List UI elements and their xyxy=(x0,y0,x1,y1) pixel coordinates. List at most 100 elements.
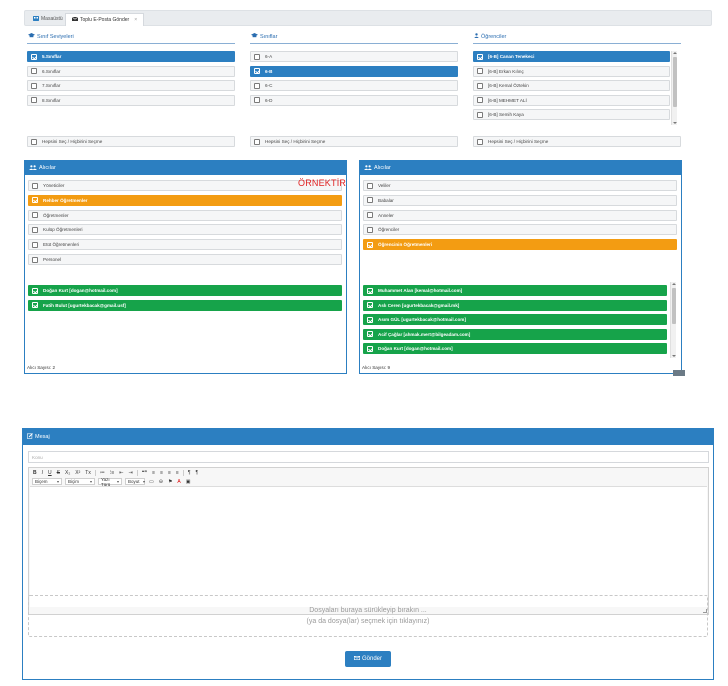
checkbox-icon[interactable] xyxy=(31,97,37,103)
resize-handle-icon[interactable] xyxy=(703,609,707,613)
toolbar-button[interactable]: ⊖ xyxy=(158,478,163,485)
checkbox-icon[interactable] xyxy=(477,97,483,103)
checkbox-checked-icon[interactable] xyxy=(367,345,373,352)
checkbox-icon[interactable] xyxy=(31,138,37,145)
toolbar-button[interactable]: ¶ xyxy=(187,470,191,476)
toolbar-button[interactable]: U xyxy=(48,470,52,476)
scroll-up-icon[interactable] xyxy=(673,52,677,54)
toolbar-button[interactable]: ⇤ xyxy=(119,470,124,476)
recipient-item[interactable]: Aslı Ceren [ugurtekbacak@gmail.mk] xyxy=(363,299,667,311)
toolbar-button[interactable]: ≔ xyxy=(99,470,105,476)
checkbox-icon[interactable] xyxy=(477,111,483,118)
checkbox-icon[interactable] xyxy=(477,68,483,74)
recipient-item[interactable]: Acif Çağlar [ahmak.mert@bilgeadam.com] xyxy=(363,328,667,340)
toolbar-button[interactable]: I xyxy=(41,470,44,476)
checkbox-checked-icon[interactable] xyxy=(32,197,38,204)
recipient-item[interactable]: Asım GÜL [ugurtekbacak@hotmail.com] xyxy=(363,314,667,325)
checkbox-icon[interactable] xyxy=(32,226,38,233)
scroll-thumb[interactable] xyxy=(672,288,676,324)
toolbar-button[interactable]: X₂ xyxy=(64,470,71,476)
alicilar-left-item[interactable]: Yöneticiler xyxy=(28,180,342,191)
checkbox-icon[interactable] xyxy=(254,138,260,145)
checkbox-checked-icon[interactable] xyxy=(367,241,373,248)
checkbox-icon[interactable] xyxy=(32,182,38,189)
checkbox-checked-icon[interactable] xyxy=(31,53,37,60)
checkbox-checked-icon[interactable] xyxy=(254,68,260,74)
checkbox-icon[interactable] xyxy=(31,68,37,74)
subject-input[interactable]: Konu xyxy=(28,451,709,463)
checkbox-icon[interactable] xyxy=(367,212,373,219)
alicilar-left-item[interactable]: Rehber Öğretmenler xyxy=(28,194,342,206)
checkbox-icon[interactable] xyxy=(367,226,373,233)
checkbox-icon[interactable] xyxy=(254,82,260,89)
recipient-item[interactable]: Fatih Bulut [ugurtekbacak@gmail.usf] xyxy=(28,299,342,311)
scroll-up-icon[interactable] xyxy=(672,283,676,285)
checkbox-icon[interactable] xyxy=(31,82,37,89)
checkbox-checked-icon[interactable] xyxy=(367,287,373,294)
alicilar-left-item[interactable]: Kulüp Öğretmenleri xyxy=(28,224,342,236)
ogrenciler-scrollbar[interactable] xyxy=(671,51,677,125)
checkbox-icon[interactable] xyxy=(32,212,38,219)
ogrenciler-item[interactable]: [6-B] Canan Tenekeci xyxy=(473,51,670,62)
toolbar-button[interactable]: ≡ xyxy=(175,470,179,476)
toolbar-combo[interactable]: Yazı Türü xyxy=(98,477,122,487)
send-button[interactable]: Gönder xyxy=(345,651,391,667)
alicilar-left-item[interactable]: Etüt Öğretmenleri xyxy=(28,239,342,251)
sinif-seviyeleri-select-all[interactable]: Hepsini Seç / Hiçbirini Seçme xyxy=(27,136,235,147)
recipient-item[interactable]: Doğan Kurt [dogan@hotmail.com] xyxy=(363,343,667,354)
checkbox-checked-icon[interactable] xyxy=(32,302,38,308)
sinif-seviyeleri-item[interactable]: 6.Sınıflar xyxy=(27,65,235,77)
checkbox-checked-icon[interactable] xyxy=(367,302,373,308)
alicilar-right-item[interactable]: Anneler xyxy=(363,209,677,221)
siniflar-item[interactable]: 6-C xyxy=(250,80,458,91)
siniflar-item[interactable]: 6-D xyxy=(250,94,458,106)
siniflar-select-all[interactable]: Hepsini Seç / Hiçbirini Seçme xyxy=(250,136,458,147)
toolbar-button[interactable]: B xyxy=(33,470,37,476)
sinif-seviyeleri-item[interactable]: 8.Sınıflar xyxy=(27,94,235,106)
alicilar-right-item[interactable]: Babalar xyxy=(363,194,677,206)
toolbar-button[interactable]: S xyxy=(56,470,60,476)
sinif-seviyeleri-item[interactable]: 5.Sınıflar xyxy=(27,51,235,62)
ogrenciler-item[interactable]: [6-B] Kemal Öztekin xyxy=(473,80,670,91)
siniflar-item[interactable]: 6-A xyxy=(250,51,458,62)
checkbox-icon[interactable] xyxy=(367,182,373,189)
ogrenciler-item[interactable]: [6-B] Erkan Kılınç xyxy=(473,65,670,77)
recipient-item[interactable]: Muhammet Alan [kemal@hotmail.com] xyxy=(363,285,667,296)
ogrenciler-item[interactable]: [6-B] MEHMET ALİ xyxy=(473,94,670,106)
toolbar-button[interactable]: Tx xyxy=(85,470,91,476)
scroll-down-icon[interactable] xyxy=(672,355,676,357)
toolbar-button[interactable]: ❝❞ xyxy=(141,470,148,476)
checkbox-icon[interactable] xyxy=(32,241,38,248)
checkbox-icon[interactable] xyxy=(477,82,483,89)
siniflar-item[interactable]: 6-B xyxy=(250,65,458,77)
checkbox-icon[interactable] xyxy=(32,256,38,263)
toolbar-button[interactable]: ≡ xyxy=(152,470,156,476)
alicilar-right-item[interactable]: Öğrenciler xyxy=(363,224,677,236)
toolbar-button[interactable]: ▭ xyxy=(149,478,154,485)
recipients-scrollbar[interactable] xyxy=(670,282,676,358)
toolbar-button[interactable]: ⚑ xyxy=(167,478,173,485)
recipient-item[interactable]: Doğan Kurt [dogan@hotmail.com] xyxy=(28,285,342,296)
alicilar-left-item[interactable]: Öğretmenler xyxy=(28,209,342,221)
scroll-thumb[interactable] xyxy=(673,57,677,107)
checkbox-checked-icon[interactable] xyxy=(32,287,38,294)
alicilar-left-item[interactable]: Personel xyxy=(28,254,342,265)
ogrenciler-item[interactable]: [6-B] Semih Kaya xyxy=(473,109,670,120)
tab-toplu-eposta[interactable]: Toplu E-Posta Gönder × xyxy=(65,13,145,26)
file-dropzone[interactable]: Dosyaları buraya sürükleyip bırakın ... … xyxy=(28,595,708,637)
corner-handle[interactable] xyxy=(673,370,685,376)
tab-masaustu[interactable]: Masaüstü xyxy=(27,13,69,26)
toolbar-button[interactable]: X² xyxy=(75,470,81,476)
editor-content-area[interactable] xyxy=(30,486,707,607)
checkbox-icon[interactable] xyxy=(254,97,260,103)
alicilar-right-item[interactable]: Öğrencinin Öğretmenleri xyxy=(363,239,677,251)
checkbox-checked-icon[interactable] xyxy=(477,53,483,60)
checkbox-icon[interactable] xyxy=(367,197,373,204)
close-icon[interactable]: × xyxy=(134,16,138,23)
toolbar-button[interactable]: ≡ xyxy=(167,470,171,476)
alicilar-right-item[interactable]: Veliler xyxy=(363,180,677,191)
checkbox-icon[interactable] xyxy=(477,138,483,145)
scroll-down-icon[interactable] xyxy=(673,122,677,124)
toolbar-combo[interactable]: Biçem xyxy=(32,478,62,485)
toolbar-combo[interactable]: Biçim xyxy=(65,478,95,485)
